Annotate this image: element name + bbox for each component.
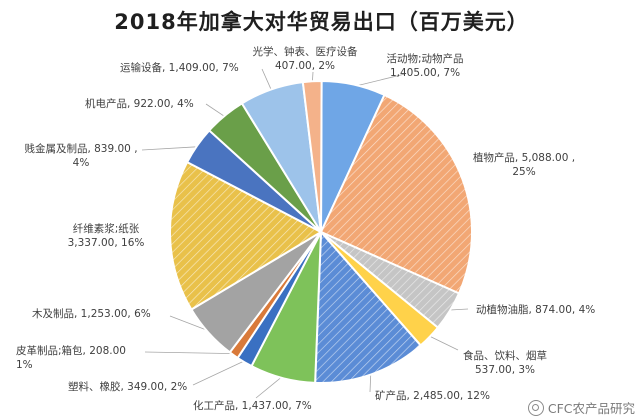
slice-label-1: 植物产品, 5,088.00 , 25%: [473, 151, 575, 178]
leader-line-8: [169, 315, 211, 332]
leader-line-0: [353, 73, 406, 87]
slice-label-3: 食品、饮料、烟草 537.00, 3%: [463, 349, 547, 376]
slice-label-7: 皮革制品;箱包, 208.00 1%: [16, 344, 126, 371]
slice-label-13: 光学、钟表、医疗设备 407.00, 2%: [253, 45, 358, 72]
leader-line-7: [144, 351, 235, 354]
watermark-text: CFC农产品研究: [547, 401, 635, 416]
watermark: CFC农产品研究: [527, 398, 635, 417]
slice-label-10: 贱金属及制品, 839.00 , 4%: [24, 142, 137, 169]
leader-line-5: [255, 375, 284, 399]
slice-label-5: 化工产品, 1,437.00, 7%: [193, 399, 312, 412]
pie-slice-9: [169, 160, 324, 311]
leader-line-11: [205, 103, 227, 118]
slice-label-12: 运输设备, 1,409.00, 7%: [120, 61, 239, 74]
leader-line-12: [261, 68, 273, 92]
leader-line-3: [428, 335, 459, 351]
pie-slice-1: [319, 93, 473, 295]
slice-label-9: 纤维素浆;纸张 3,337.00, 16%: [68, 222, 145, 249]
slice-label-6: 塑料、橡胶, 349.00, 2%: [68, 380, 187, 393]
slice-label-0: 活动物;动物产品 1,405.00, 7%: [386, 52, 463, 79]
pie-slice-4: [314, 229, 423, 384]
watermark-logo-icon: [527, 399, 544, 416]
slice-labels: 活动物;动物产品 1,405.00, 7% 植物产品, 5,088.00 , 25% 动…: [16, 45, 595, 412]
slice-label-2: 动植物油脂, 874.00, 4%: [476, 303, 595, 316]
slice-label-4: 矿产品, 2,485.00, 12%: [375, 389, 490, 402]
pie-slice-13: [301, 79, 323, 233]
slice-label-11: 机电产品, 922.00, 4%: [85, 97, 194, 110]
pie-slices: [169, 79, 473, 384]
leader-line-4: [369, 372, 372, 393]
leader-line-6: [192, 360, 246, 386]
leader-line-10: [141, 146, 199, 151]
leader-lines: [141, 68, 469, 399]
chart-title: 2018年加拿大对华贸易出口（百万美元）: [114, 10, 529, 34]
slice-label-8: 木及制品, 1,253.00, 6%: [32, 307, 151, 320]
